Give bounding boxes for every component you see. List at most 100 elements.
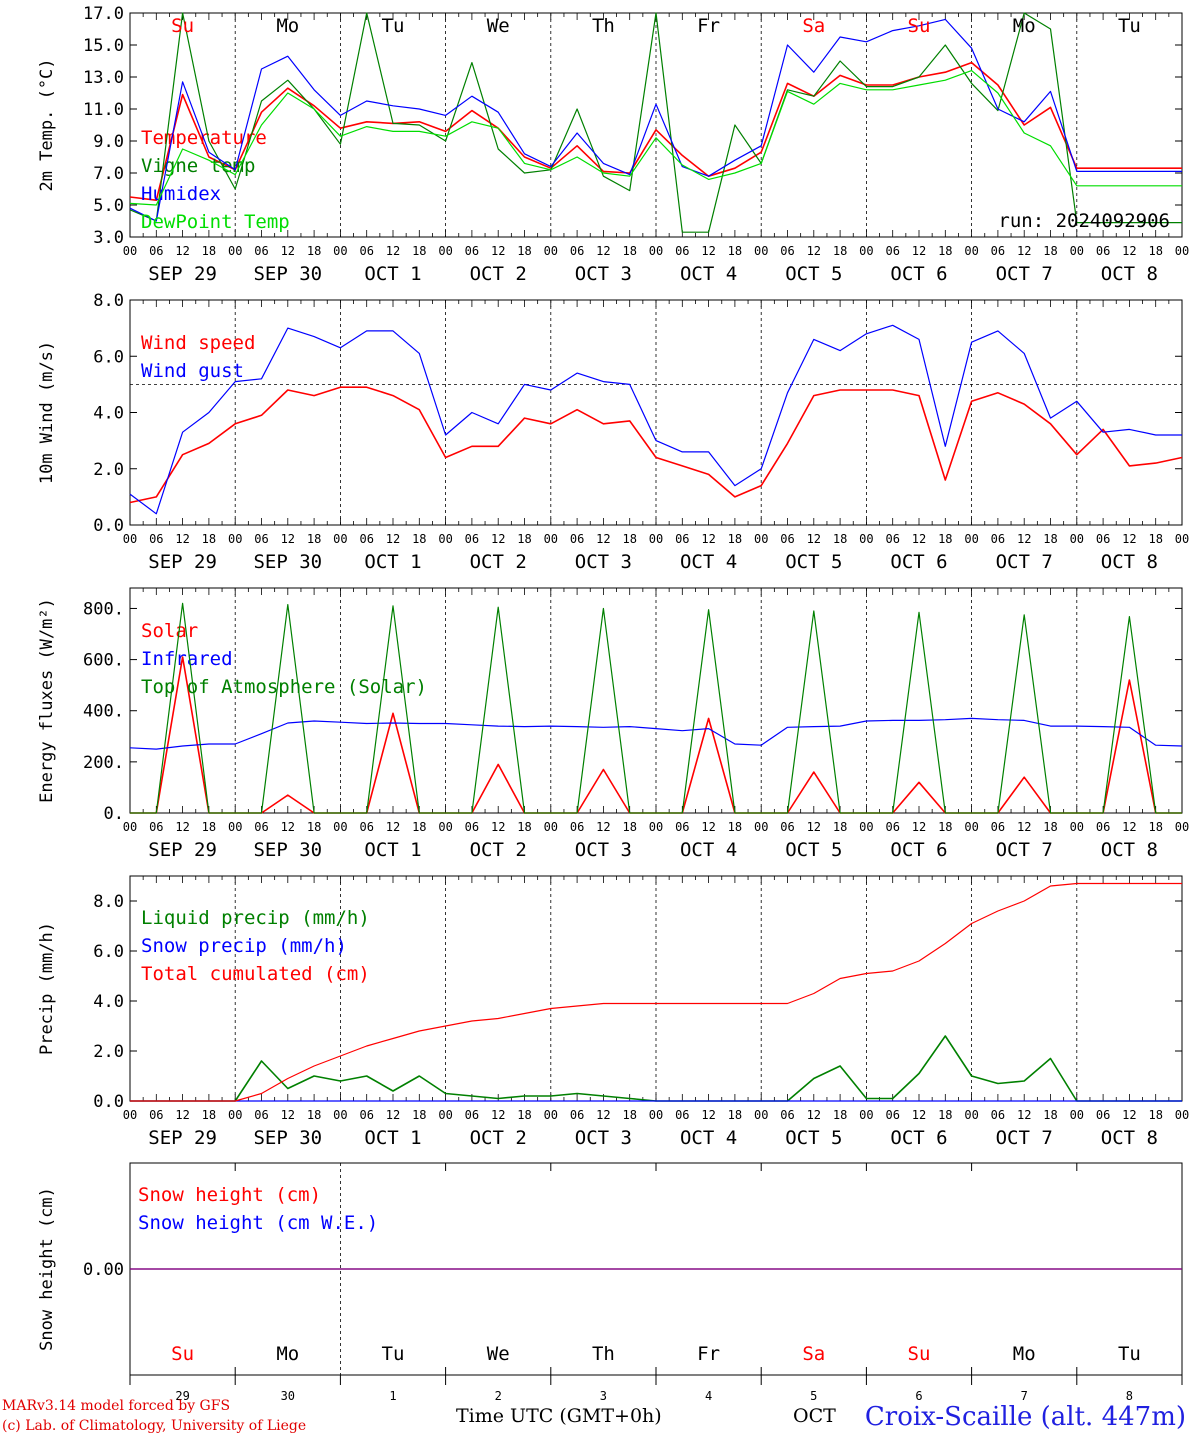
y-tick-label: 9.0 (93, 132, 124, 152)
date-label: OCT 2 (470, 263, 527, 285)
y-tick-label: 5.0 (93, 196, 124, 216)
hour-tick-label: 06 (359, 820, 373, 834)
hour-tick-label: 12 (175, 820, 189, 834)
y-axis-title: Precip (mm/h) (37, 922, 57, 1055)
hour-tick-label: 18 (728, 820, 742, 834)
weekday-label: Tu (1118, 1343, 1141, 1365)
hour-tick-label: 18 (412, 244, 426, 258)
hour-tick-label: 18 (938, 1108, 952, 1122)
legend-entry: Wind gust (141, 360, 244, 382)
date-label: OCT 4 (680, 263, 737, 285)
panel-1: 00 06 12 18 00 06 12 18 00 06 12 18 00 06 12 18 00 06 12 18… (37, 4, 1189, 285)
hour-tick-label: 18 (307, 1108, 321, 1122)
hour-tick-label: 18 (202, 244, 216, 258)
y-tick-label: 4.0 (93, 404, 124, 424)
hour-tick-label: 12 (701, 820, 715, 834)
weekday-label: Mo (1013, 15, 1036, 37)
legend-entry: Solar (141, 620, 198, 642)
date-label: OCT 8 (1101, 1127, 1158, 1149)
y-tick-label: 0.00 (83, 1260, 124, 1280)
credit-model: MARv3.14 model forced by GFS (2, 1398, 231, 1414)
hour-tick-label: 00 (123, 820, 137, 834)
hour-tick-label: 12 (912, 532, 926, 546)
hour-tick-label: 00 (228, 820, 242, 834)
date-label: OCT 3 (575, 1127, 632, 1149)
date-label: OCT 1 (364, 1127, 421, 1149)
hour-tick-label: 12 (1122, 532, 1136, 546)
y-axis-title: Energy fluxes (W/m²) (37, 598, 57, 803)
hour-tick-label: 06 (570, 1108, 584, 1122)
hour-tick-label: 12 (386, 820, 400, 834)
hour-tick-label: 12 (386, 1108, 400, 1122)
hour-tick-label: 00 (1175, 244, 1189, 258)
day-number-label: 5 (810, 1389, 817, 1403)
hour-tick-label: 00 (1175, 532, 1189, 546)
legend-entry: Snow height (cm W.E.) (138, 1212, 378, 1234)
date-label: SEP 30 (253, 1127, 322, 1149)
day-number-label: 1 (389, 1389, 396, 1403)
legend-entry: Wind speed (141, 332, 255, 354)
station-name: Croix-Scaille (alt. 447m) (864, 1402, 1186, 1432)
hour-tick-label: 00 (1070, 532, 1084, 546)
weekday-label: Tu (382, 1343, 405, 1365)
hour-tick-label: 12 (281, 1108, 295, 1122)
weekday-label: We (487, 1343, 510, 1365)
hour-tick-label: 12 (1017, 820, 1031, 834)
day-number-label: 7 (1021, 1389, 1028, 1403)
hour-tick-label: 06 (1096, 1108, 1110, 1122)
weekday-label: Tu (382, 15, 405, 37)
hour-tick-label: 12 (491, 1108, 505, 1122)
hour-tick-label: 06 (465, 1108, 479, 1122)
hour-tick-label: 00 (123, 532, 137, 546)
hour-tick-label: 18 (517, 820, 531, 834)
hour-tick-label: 00 (438, 532, 452, 546)
hour-tick-label: 00 (964, 1108, 978, 1122)
series-line-vigne-temp (129, 12, 1182, 233)
weekday-label: Sa (802, 15, 825, 37)
date-label: OCT 1 (364, 263, 421, 285)
hour-tick-label: 00 (123, 244, 137, 258)
weekday-label: Su (908, 1343, 931, 1365)
hour-tick-label: 00 (754, 1108, 768, 1122)
hour-tick-label: 12 (1122, 820, 1136, 834)
hour-tick-label: 06 (359, 532, 373, 546)
hour-tick-label: 00 (649, 820, 663, 834)
y-tick-label: 4.0 (93, 992, 124, 1012)
hour-tick-label: 12 (491, 244, 505, 258)
date-label: OCT 4 (680, 551, 737, 573)
hour-tick-label: 12 (807, 1108, 821, 1122)
hour-tick-label: 18 (833, 532, 847, 546)
hour-tick-label: 12 (912, 244, 926, 258)
run-annotation: run: 2024092906 (998, 210, 1170, 232)
hour-tick-label: 12 (386, 244, 400, 258)
date-label: SEP 29 (148, 1127, 217, 1149)
day-number-label: 29 (175, 1389, 189, 1403)
hour-tick-label: 06 (675, 244, 689, 258)
weekday-label: Sa (802, 1343, 825, 1365)
hour-tick-label: 06 (885, 532, 899, 546)
hour-tick-label: 12 (596, 532, 610, 546)
hour-tick-label: 00 (123, 1108, 137, 1122)
hour-tick-label: 12 (701, 244, 715, 258)
hour-tick-label: 00 (1070, 1108, 1084, 1122)
hour-tick-label: 12 (596, 244, 610, 258)
hour-tick-label: 06 (780, 820, 794, 834)
date-label: OCT 8 (1101, 263, 1158, 285)
y-axis-title: 2m Temp. (°C) (37, 58, 57, 191)
hour-tick-label: 00 (964, 820, 978, 834)
date-label: OCT 2 (470, 551, 527, 573)
hour-tick-label: 06 (149, 244, 163, 258)
legend-entry: Total cumulated (cm) (141, 963, 370, 985)
plot-frame (129, 587, 1183, 814)
hour-tick-label: 18 (412, 532, 426, 546)
y-axis-title: Snow height (cm) (37, 1187, 57, 1351)
legend-entry: Snow precip (mm/h) (141, 935, 347, 957)
hour-tick-label: 18 (1148, 532, 1162, 546)
hour-tick-label: 06 (1096, 532, 1110, 546)
credit-lab: (c) Lab. of Climatology, University of L… (2, 1418, 307, 1434)
hour-tick-label: 18 (1148, 820, 1162, 834)
weekday-label: Th (592, 1343, 615, 1365)
weekday-label: Th (592, 15, 615, 37)
hour-tick-label: 06 (675, 532, 689, 546)
hour-tick-label: 12 (175, 1108, 189, 1122)
